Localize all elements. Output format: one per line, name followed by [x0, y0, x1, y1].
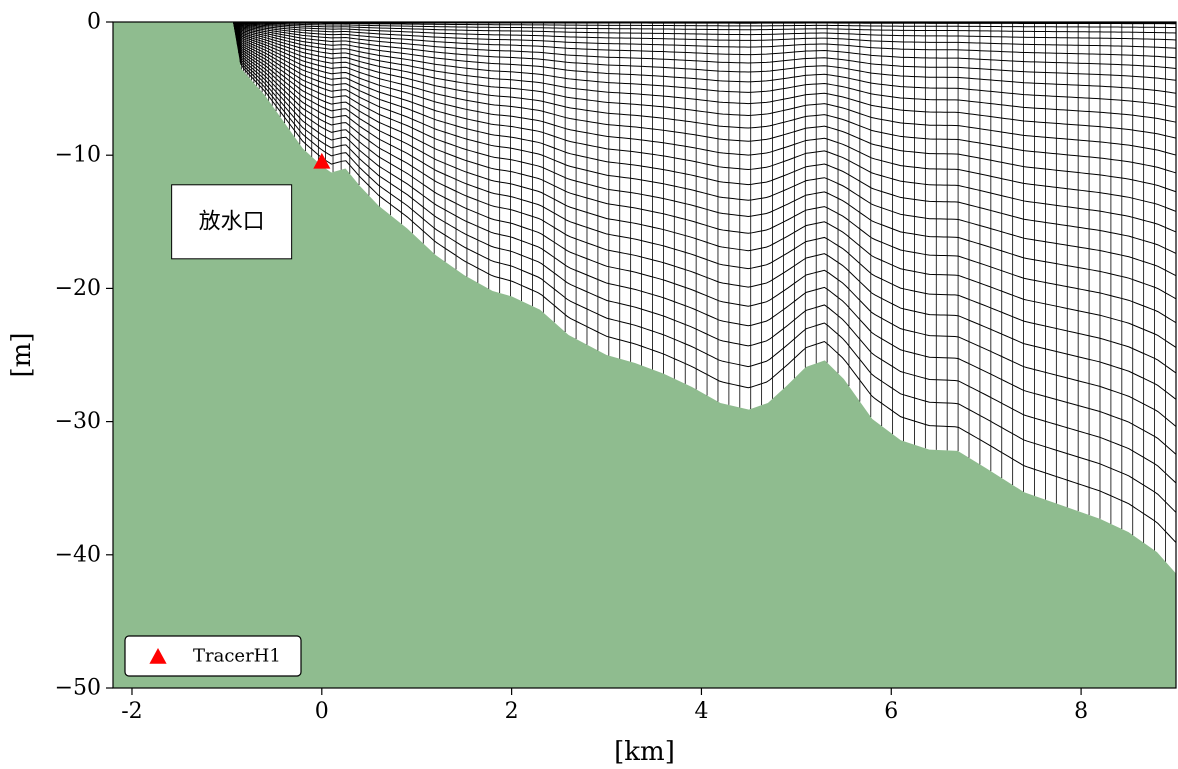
y-tick-label: −40 — [55, 542, 101, 567]
plot-area — [113, 21, 1177, 688]
mesh-layer-line — [233, 21, 1177, 324]
mesh-layer-line — [233, 21, 1177, 94]
marker-layer — [313, 152, 331, 169]
mesh-layer-line — [233, 21, 1177, 69]
x-tick-label: -2 — [121, 699, 142, 724]
x-tick-label: 6 — [884, 699, 898, 724]
y-ticks: 0 −10 −20 −30 −40 −50 — [55, 10, 113, 701]
mesh-layer-line — [233, 21, 1177, 543]
mesh-layer-line — [233, 21, 1177, 174]
y-tick-label: −10 — [55, 143, 101, 168]
mesh-layer-line — [233, 21, 1177, 513]
mesh-layer-line — [233, 21, 1177, 193]
y-tick-label: −30 — [55, 409, 101, 434]
mesh-layer-line — [233, 21, 1177, 156]
legend: TracerH1 — [124, 635, 302, 677]
annotation-text: 放水口 — [199, 209, 265, 234]
mesh-layer-line — [233, 21, 1177, 123]
land-area — [113, 22, 1176, 688]
mesh-layer-line — [233, 21, 1177, 212]
x-tick-label: 8 — [1074, 699, 1088, 724]
mesh-layer-line — [233, 21, 1177, 484]
y-tick-label: −50 — [55, 676, 101, 701]
mesh-layer-line — [233, 21, 1177, 41]
x-tick-label: 2 — [505, 699, 519, 724]
mesh-layer-line — [233, 21, 1177, 139]
y-axis-label: [m] — [7, 333, 37, 378]
x-tick-label: 0 — [315, 699, 329, 724]
mesh-layer-line — [233, 21, 1177, 49]
annotation-frame — [171, 184, 293, 260]
mesh-layer-line — [233, 21, 1177, 81]
x-ticks: -2 0 2 4 6 8 — [121, 688, 1088, 724]
x-tick-label: 4 — [694, 699, 708, 724]
mesh-layer-line — [233, 21, 1177, 348]
mesh-layer-line — [233, 21, 1177, 233]
mesh-layer-line — [233, 21, 1177, 29]
legend-entry-tracerh1: TracerH1 — [193, 646, 281, 667]
mesh-layer-line — [233, 21, 1177, 108]
mesh-layer-line — [233, 21, 1177, 254]
mesh-layer-line — [233, 21, 1177, 427]
tracer-point-marker — [313, 152, 331, 169]
mesh-layer-line — [233, 21, 1177, 277]
x-axis: -2 0 2 4 6 8 [km] — [121, 688, 1088, 767]
mesh-layer-line — [233, 21, 1177, 59]
mesh-layer-line — [233, 21, 1177, 374]
mesh-layer-line — [233, 21, 1177, 455]
plot-frame — [112, 21, 1177, 689]
legend-frame — [124, 635, 302, 677]
legend-triangle-marker — [149, 648, 167, 664]
y-tick-label: 0 — [87, 10, 101, 35]
annotation-box: 放水口 — [171, 184, 293, 260]
x-axis-label: [km] — [614, 737, 675, 767]
mesh-layer-line — [233, 21, 1177, 400]
mesh-layer-line — [233, 21, 1177, 300]
y-tick-label: −20 — [55, 276, 101, 301]
y-axis: 0 −10 −20 −30 −40 −50 [m] — [7, 10, 113, 701]
mesh-layer-line — [233, 21, 1177, 34]
mesh-layer-lines — [233, 21, 1177, 543]
